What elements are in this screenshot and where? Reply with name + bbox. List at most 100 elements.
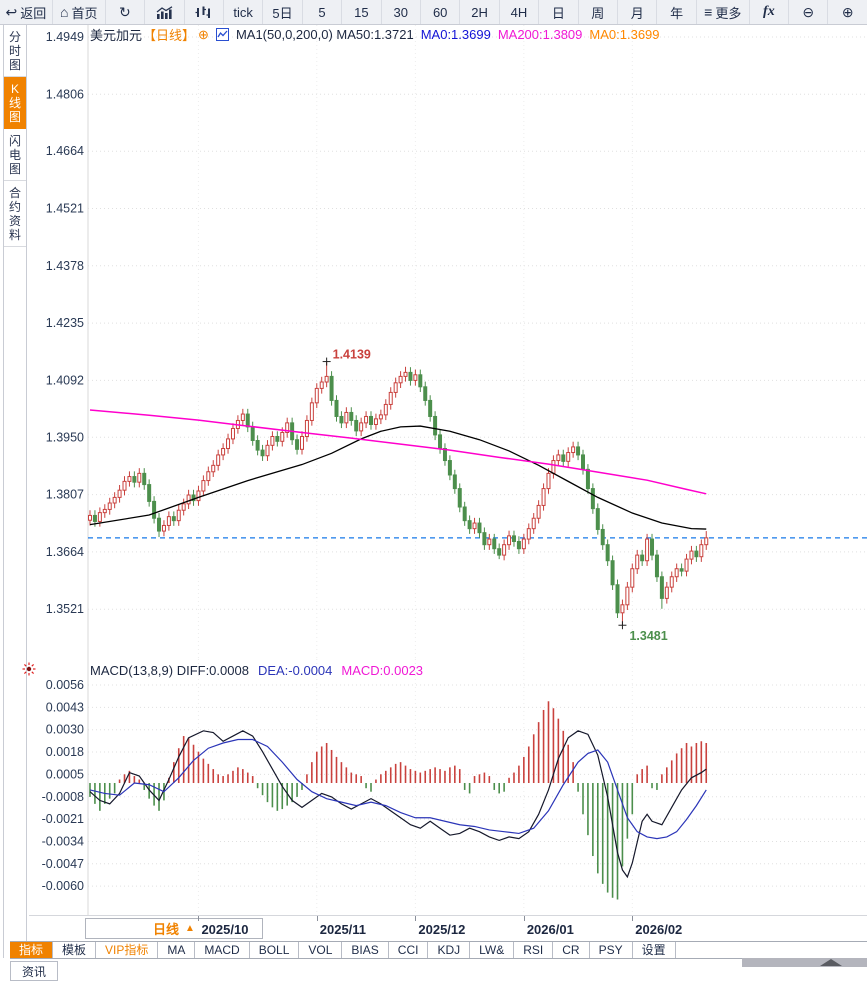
toolbar-button-week[interactable]: 周	[579, 0, 618, 24]
symbol-name: 美元加元	[90, 28, 143, 43]
toolbar-button-month[interactable]: 月	[618, 0, 658, 24]
svg-text:0.0043: 0.0043	[46, 700, 84, 714]
indicator-tab-indicator[interactable]: 指标	[10, 942, 54, 958]
toolbar-button-m15[interactable]: 15	[342, 0, 382, 24]
indicator-tab-bias[interactable]: BIAS	[342, 942, 389, 958]
svg-text:0.0018: 0.0018	[46, 745, 84, 759]
toolbar-button-tick[interactable]: tick	[224, 0, 264, 24]
indicator-tab-template[interactable]: 模板	[53, 942, 97, 958]
svg-text:1.3807: 1.3807	[46, 488, 84, 502]
toolbar-button-refresh[interactable]: ↻	[106, 0, 146, 24]
toolbar-button-mountain-chart[interactable]	[145, 0, 185, 24]
macd-chart[interactable]: 0.0056 0.0043 0.0030 0.0018 0.0005 -0.0008 -0.…	[29, 659, 867, 915]
zoom-in-icon: ⊕	[841, 4, 854, 20]
time-axis-tick	[316, 916, 318, 921]
toolbar-button-label: 30	[393, 4, 408, 20]
indicator-tab-boll[interactable]: BOLL	[250, 942, 300, 958]
ma0-blue-value: MA0:1.3699	[420, 27, 491, 42]
toolbar-button-label: 返回	[20, 5, 47, 21]
sidebar-tab-time-chart[interactable]: 分 时 图	[4, 25, 26, 77]
toolbar-button-h2[interactable]: 2H	[460, 0, 500, 24]
indicator-tab-lwr[interactable]: LW&	[470, 942, 515, 958]
time-axis: 日线 ▲ 2025/10 2025/11 2025/12 2026/01 2026/02	[29, 915, 867, 941]
circled-plus-icon[interactable]: ⊕	[198, 26, 209, 42]
macd-value: MACD:0.0023	[341, 663, 424, 678]
toolbar-button-label: 月	[630, 5, 644, 21]
svg-text:1.4806: 1.4806	[46, 87, 84, 101]
svg-text:0.0056: 0.0056	[46, 678, 84, 692]
toolbar-button-m60[interactable]: 60	[421, 0, 461, 24]
news-tab[interactable]: 资讯	[10, 961, 58, 981]
price-chart[interactable]: 1.4949 1.4806 1.4664 1.4521 1.4378 1.4235 1.40…	[29, 25, 867, 659]
svg-text:1.4235: 1.4235	[46, 316, 84, 330]
svg-text:1.3481: 1.3481	[629, 629, 667, 643]
time-axis-label: 2026/02	[635, 922, 683, 937]
menu-icon: ≡	[704, 4, 713, 20]
toolbar-button-m30[interactable]: 30	[382, 0, 421, 24]
zoom-out-icon: ⊖	[802, 4, 815, 20]
toolbar-button-fx[interactable]: fx	[750, 0, 790, 24]
svg-text:0.0030: 0.0030	[46, 723, 84, 737]
svg-text:1.3664: 1.3664	[46, 545, 84, 559]
svg-text:-0.0008: -0.0008	[42, 790, 84, 804]
indicator-tab-rsi[interactable]: RSI	[514, 942, 554, 958]
indicator-tab-macd[interactable]: MACD	[195, 942, 250, 958]
toolbar-button-label: 周	[591, 5, 605, 21]
toolbar-button-label: 2H	[471, 4, 488, 20]
toolbar-button-label: 5	[318, 4, 326, 20]
mini-chart-icon[interactable]	[215, 28, 229, 41]
period-dropdown-button[interactable]: 日线 ▲	[85, 918, 263, 939]
sidebar-tab-contract-info[interactable]: 合 约 资 料	[4, 181, 26, 247]
ma0-orange-value: MA0:1.3699	[589, 27, 660, 42]
back-icon: ↩	[5, 4, 18, 20]
home-icon: ⌂	[60, 4, 69, 20]
indicator-tab-psy[interactable]: PSY	[590, 942, 633, 958]
toolbar-button-m5[interactable]: 5	[303, 0, 343, 24]
svg-text:-0.0034: -0.0034	[42, 834, 84, 848]
indicator-tab-vip[interactable]: VIP指标	[96, 942, 159, 958]
toolbar-button-day[interactable]: 日	[539, 0, 579, 24]
toolbar-button-label: 年	[670, 5, 684, 21]
svg-text:1.4664: 1.4664	[46, 144, 84, 158]
time-axis-label: 2025/11	[319, 922, 367, 937]
toolbar-button-label: 15	[354, 4, 369, 20]
time-axis-tick	[632, 916, 634, 921]
indicator-tab-kdj[interactable]: KDJ	[428, 942, 471, 958]
refresh-icon: ↻	[119, 4, 131, 20]
sidebar-tab-lightning-chart[interactable]: 闪 电 图	[4, 129, 26, 181]
indicator-settings-icon[interactable]	[22, 662, 36, 681]
svg-text:-0.0060: -0.0060	[42, 879, 84, 893]
period-dropdown-label: 日线	[153, 922, 180, 937]
sidebar-tab-kline-chart[interactable]: K 线 图	[4, 77, 26, 129]
ma200-value: MA200:1.3809	[497, 27, 583, 42]
time-axis-label: 2025/10	[201, 922, 249, 937]
toolbar-button-zoom-out[interactable]: ⊖	[789, 0, 829, 24]
toolbar-button-label: 日	[551, 5, 565, 21]
indicator-tab-cr[interactable]: CR	[553, 942, 590, 958]
toolbar-button-home[interactable]: ⌂ 首页	[53, 0, 106, 24]
toolbar-button-candle-chart[interactable]	[185, 0, 224, 24]
svg-text:-0.0047: -0.0047	[42, 857, 84, 871]
toolbar-button-5d[interactable]: 5日	[263, 0, 303, 24]
time-axis-tick	[523, 916, 525, 921]
time-axis-tick	[415, 916, 417, 921]
toolbar-button-more[interactable]: ≡ 更多	[697, 0, 750, 24]
indicator-tab-vol[interactable]: VOL	[299, 942, 343, 958]
svg-text:1.4949: 1.4949	[46, 30, 84, 44]
toolbar-button-back[interactable]: ↩ 返回	[0, 0, 53, 24]
toolbar-button-year[interactable]: 年	[657, 0, 697, 24]
toolbar-button-zoom-in[interactable]: ⊕	[828, 0, 866, 24]
indicator-tab-ma[interactable]: MA	[158, 942, 196, 958]
svg-text:1.4092: 1.4092	[46, 373, 84, 387]
time-axis-tick	[198, 916, 200, 921]
indicator-tab-cci[interactable]: CCI	[389, 942, 429, 958]
toolbar-button-h4[interactable]: 4H	[500, 0, 540, 24]
panel-expander[interactable]	[742, 958, 867, 967]
toolbar-button-label: 更多	[715, 5, 742, 21]
candles-icon	[195, 6, 212, 19]
svg-text:-0.0021: -0.0021	[42, 812, 84, 826]
indicator-tab-settings[interactable]: 设置	[633, 942, 676, 958]
time-axis-label: 2025/12	[418, 922, 466, 937]
